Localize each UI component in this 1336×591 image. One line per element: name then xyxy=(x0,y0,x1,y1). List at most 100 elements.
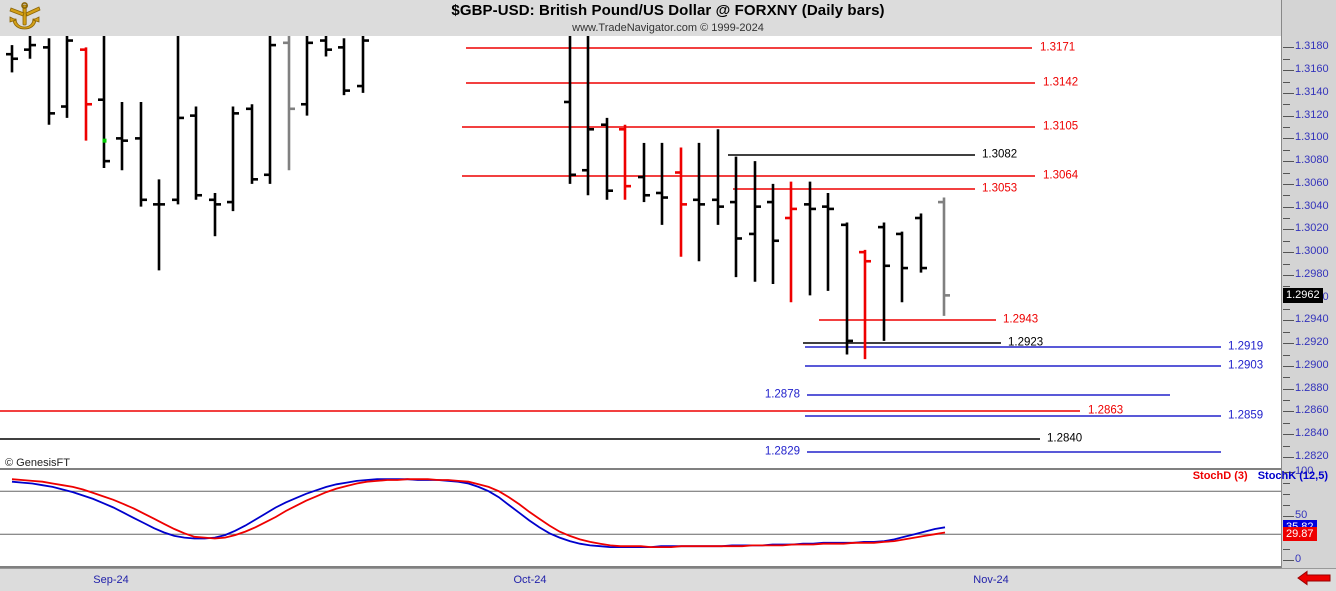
ohlc-bar[interactable] xyxy=(357,36,369,93)
ohlc-bar[interactable] xyxy=(301,36,313,116)
stochd-legend-label: StochD (3) xyxy=(1192,470,1248,482)
price-axis-tick-label: 1.2980 xyxy=(1295,267,1329,280)
price-chart-pane[interactable] xyxy=(0,36,1281,466)
time-axis-label: Nov-24 xyxy=(973,574,1009,586)
ohlc-bar[interactable] xyxy=(804,181,816,296)
price-axis-minor-tick xyxy=(1283,309,1290,311)
price-axis-minor-tick xyxy=(1283,127,1290,128)
ohlc-bar[interactable] xyxy=(61,36,73,118)
ohlc-bar[interactable] xyxy=(264,36,276,184)
price-axis-tick xyxy=(1283,115,1294,117)
ohlc-bar[interactable] xyxy=(878,222,890,341)
price-axis-tick xyxy=(1283,411,1294,413)
price-axis-minor-tick xyxy=(1283,218,1290,219)
vendor-watermark: © GenesisFT xyxy=(5,457,70,469)
ohlc-bar[interactable] xyxy=(656,142,668,225)
chart-subtitle: www.TradeNavigator.com © 1999-2024 xyxy=(572,22,764,34)
price-axis-minor-tick xyxy=(1283,240,1290,242)
time-axis-label: Sep-24 xyxy=(93,574,129,586)
price-axis-tick xyxy=(1283,388,1294,390)
chart-header: $GBP-USD: British Pound/US Dollar @ FORX… xyxy=(0,0,1336,36)
ohlc-bar[interactable] xyxy=(712,129,724,225)
stochk-legend-label: StochK (12,5) xyxy=(1257,470,1328,482)
stochastic-indicator-pane[interactable] xyxy=(0,468,1281,568)
ohlc-bar[interactable] xyxy=(841,222,853,355)
price-axis-tick xyxy=(1283,161,1294,163)
ohlc-bar[interactable] xyxy=(135,101,147,207)
ohlc-bar[interactable] xyxy=(896,231,908,303)
ohlc-bar[interactable] xyxy=(209,192,221,237)
ohlc-bar[interactable] xyxy=(582,36,594,196)
price-axis-tick-label: 1.2880 xyxy=(1295,381,1329,394)
price-axis-tick xyxy=(1283,47,1294,49)
stochastic-axis-tick-label: 50 xyxy=(1295,509,1308,521)
ohlc-bar[interactable] xyxy=(153,179,165,271)
ohlc-bar[interactable] xyxy=(116,101,128,171)
stochastic-series-line xyxy=(11,478,946,548)
ohlc-bar[interactable] xyxy=(98,36,110,168)
ohlc-bar[interactable] xyxy=(675,147,687,257)
price-axis-tick-label: 1.3080 xyxy=(1295,154,1329,167)
price-axis-tick-label: 1.2820 xyxy=(1295,449,1329,462)
price-level-label: 1.2863 xyxy=(1088,404,1124,417)
price-axis-tick-label: 1.2920 xyxy=(1295,336,1329,349)
price-level-label: 1.2840 xyxy=(1047,432,1083,445)
ohlc-bar[interactable] xyxy=(601,117,613,200)
price-level-label: 1.2859 xyxy=(1228,409,1264,422)
genesis-anchor-logo-icon xyxy=(4,1,48,31)
ohlc-bar[interactable] xyxy=(915,213,927,273)
price-level-label: 1.2903 xyxy=(1228,359,1264,372)
ohlc-bar[interactable] xyxy=(619,124,631,200)
ohlc-bar[interactable] xyxy=(338,38,350,96)
ohlc-bar[interactable] xyxy=(859,249,871,360)
price-axis-tick-label: 1.3100 xyxy=(1295,131,1329,144)
bar-lowmark-highlight xyxy=(102,138,107,143)
price-level-label: 1.2878 xyxy=(764,388,800,401)
price-axis-tick xyxy=(1283,70,1294,72)
price-axis-tick xyxy=(1283,92,1294,94)
time-axis[interactable]: Sep-24 Oct-24 Nov-24 xyxy=(0,568,1336,591)
price-axis-tick-label: 1.3180 xyxy=(1295,40,1329,53)
ohlc-bar[interactable] xyxy=(693,142,705,262)
price-axis-tick xyxy=(1283,183,1294,185)
ohlc-bar[interactable] xyxy=(564,36,576,184)
ohlc-bar[interactable] xyxy=(785,181,797,303)
price-axis-minor-tick xyxy=(1283,81,1290,83)
ohlc-bar[interactable] xyxy=(938,197,950,316)
stochastic-axis-tick-label: 0 xyxy=(1295,553,1302,565)
ohlc-bar[interactable] xyxy=(638,142,650,203)
price-level-label: 1.3142 xyxy=(1043,76,1079,89)
price-axis-tick xyxy=(1283,343,1294,345)
ohlc-bar[interactable] xyxy=(172,36,184,205)
price-axis-minor-tick xyxy=(1283,195,1290,197)
ohlc-bar[interactable] xyxy=(730,156,742,278)
ohlc-bar[interactable] xyxy=(24,36,36,59)
stochastic-axis-tick xyxy=(1283,472,1294,473)
price-axis-minor-tick xyxy=(1283,58,1290,60)
price-axis-minor-tick xyxy=(1283,149,1290,151)
stochastic-axis-tick xyxy=(1283,560,1294,561)
ohlc-bar[interactable] xyxy=(43,38,55,125)
stochastic-axis-tick-label: 100 xyxy=(1295,465,1314,477)
ohlc-bar[interactable] xyxy=(822,192,834,291)
ohlc-bar[interactable] xyxy=(80,47,92,141)
ohlc-bar[interactable] xyxy=(767,183,779,284)
price-axis-tick-label: 1.2840 xyxy=(1295,427,1329,440)
ohlc-bar[interactable] xyxy=(227,106,239,212)
price-axis[interactable]: 1.3180 1.3160 1.3140 1.3120 1.3100 1.3080 1.30… xyxy=(1281,0,1336,568)
ohlc-bar[interactable] xyxy=(246,104,258,184)
stochastic-axis-minor-tick xyxy=(1283,549,1290,550)
price-axis-minor-tick xyxy=(1283,172,1290,174)
stochastic-axis-minor-tick xyxy=(1283,505,1290,506)
price-axis-minor-tick xyxy=(1283,286,1290,288)
price-axis-tick-label: 1.3140 xyxy=(1295,85,1329,98)
ohlc-bar[interactable] xyxy=(190,106,202,200)
ohlc-bar[interactable] xyxy=(749,161,761,282)
ohlc-bar[interactable] xyxy=(6,45,18,73)
price-axis-tick xyxy=(1283,252,1294,254)
chart-title: $GBP-USD: British Pound/US Dollar @ FORX… xyxy=(451,2,885,19)
ohlc-bar[interactable] xyxy=(320,36,332,57)
price-axis-minor-tick xyxy=(1283,354,1290,356)
price-axis-minor-tick xyxy=(1283,422,1290,424)
ohlc-bar[interactable] xyxy=(283,36,295,171)
